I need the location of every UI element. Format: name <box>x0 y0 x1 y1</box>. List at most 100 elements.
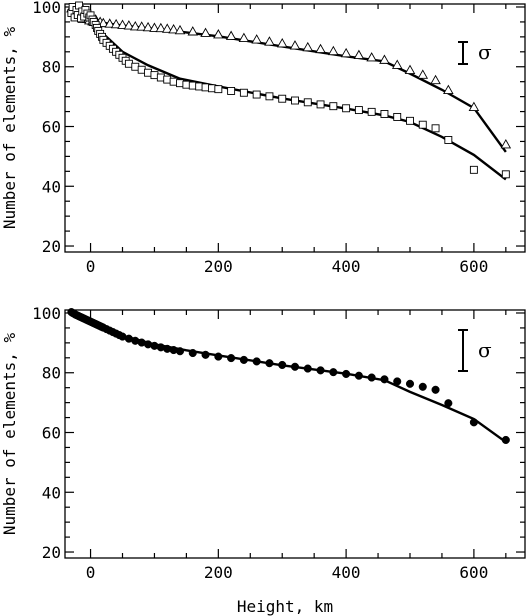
data-point-triangle <box>174 24 186 35</box>
data-point-triangle <box>117 19 128 29</box>
data-point-circle <box>227 354 236 363</box>
data-point-square <box>227 86 236 95</box>
data-point-square <box>418 120 427 129</box>
series-line-filled-circle <box>70 311 507 444</box>
data-point-triangle <box>391 59 403 69</box>
y-tick-label: 100 <box>32 304 61 323</box>
x-tick-label: 200 <box>204 257 233 276</box>
data-point-square <box>278 94 287 103</box>
data-point-triangle <box>302 41 314 52</box>
x-tick-label: 400 <box>332 563 361 582</box>
data-point-triangle <box>168 23 179 34</box>
data-point-triangle <box>161 23 173 33</box>
data-point-circle <box>329 368 338 377</box>
data-point-circle <box>290 362 300 371</box>
data-point-circle <box>431 385 440 394</box>
data-point-circle <box>380 375 389 384</box>
data-point-circle <box>252 357 261 366</box>
data-point-square <box>367 107 376 116</box>
data-point-circle <box>393 377 402 386</box>
data-point-triangle <box>500 139 512 149</box>
data-point-circle <box>201 350 210 359</box>
data-point-square <box>444 136 453 144</box>
data-point-triangle <box>130 20 141 31</box>
x-tick-label: 200 <box>204 563 233 582</box>
plot-frame <box>64 3 526 253</box>
data-point-triangle <box>238 32 250 43</box>
x-tick-label: 600 <box>459 257 488 276</box>
data-point-circle <box>405 379 415 388</box>
data-point-circle <box>175 347 185 356</box>
data-point-triangle <box>110 18 122 29</box>
y-tick-label: 60 <box>42 118 61 137</box>
data-point-triangle <box>468 101 480 112</box>
data-point-triangle <box>213 29 224 39</box>
y-tick-label: 40 <box>42 483 61 502</box>
data-point-triangle <box>340 47 352 58</box>
x-axis-title: Height, km <box>237 597 333 616</box>
data-point-square <box>265 92 274 101</box>
x-tick-label: 400 <box>332 257 361 276</box>
data-point-triangle <box>149 22 160 32</box>
y-tick-label: 60 <box>42 424 61 443</box>
data-point-circle <box>367 373 376 382</box>
data-point-triangle <box>276 38 288 48</box>
data-point-triangle <box>251 34 262 44</box>
y-tick-label: 80 <box>42 58 61 77</box>
y-tick-label: 40 <box>42 177 61 196</box>
data-point-circle <box>265 359 274 368</box>
data-point-circle <box>188 348 197 358</box>
data-point-triangle <box>104 18 115 28</box>
data-point-triangle <box>98 17 109 28</box>
y-axis-title: Number of elements, % <box>0 26 19 229</box>
data-point-triangle <box>379 54 390 64</box>
data-point-square <box>342 104 351 113</box>
x-tick-label: 0 <box>86 563 96 582</box>
y-tick-label: 20 <box>42 237 61 256</box>
data-point-circle <box>278 360 287 370</box>
data-point-circle <box>342 369 351 378</box>
data-point-square <box>239 88 248 97</box>
data-point-triangle <box>404 64 416 74</box>
sigma-label: σ <box>478 40 492 64</box>
data-point-triangle <box>289 40 301 50</box>
data-point-square <box>316 100 325 109</box>
data-point-square <box>469 165 478 174</box>
data-point-circle <box>316 366 325 375</box>
data-point-square <box>252 90 261 99</box>
data-point-triangle <box>443 84 454 95</box>
data-point-triangle <box>187 26 199 36</box>
x-tick-label: 600 <box>459 563 488 582</box>
y-tick-label: 80 <box>42 364 61 383</box>
data-point-triangle <box>123 20 135 30</box>
data-point-triangle <box>136 21 147 31</box>
data-point-circle <box>501 435 510 445</box>
panel-top: 0 200 400 600 20 40 60 80 100 Number of elements,… <box>0 0 526 276</box>
data-point-triangle <box>264 36 275 46</box>
y-axis-title: Number of elements, % <box>0 332 19 535</box>
panel-bottom: 0 200 400 600 20 40 60 80 100 Number of elements,… <box>0 304 526 616</box>
series-line-square <box>70 11 507 181</box>
data-point-circle <box>239 355 248 364</box>
series-line-triangle <box>70 11 507 153</box>
data-point-circle <box>214 352 223 361</box>
y-tick-label: 100 <box>32 0 61 17</box>
data-point-circle <box>354 371 363 380</box>
data-point-square <box>501 170 510 179</box>
y-tick-label: 20 <box>42 543 61 562</box>
data-point-triangle <box>142 21 154 32</box>
data-point-circle <box>418 382 427 391</box>
data-point-square <box>329 102 338 111</box>
data-point-triangle <box>366 52 377 62</box>
data-point-square <box>380 110 389 118</box>
data-point-triangle <box>155 22 167 33</box>
data-point-triangle <box>200 27 211 37</box>
sigma-label: σ <box>478 338 492 362</box>
data-point-square <box>214 85 223 94</box>
data-point-triangle <box>225 30 237 40</box>
data-point-circle <box>303 364 312 373</box>
data-point-square <box>354 106 363 115</box>
plot-frame <box>64 309 526 559</box>
data-point-square <box>406 116 414 125</box>
